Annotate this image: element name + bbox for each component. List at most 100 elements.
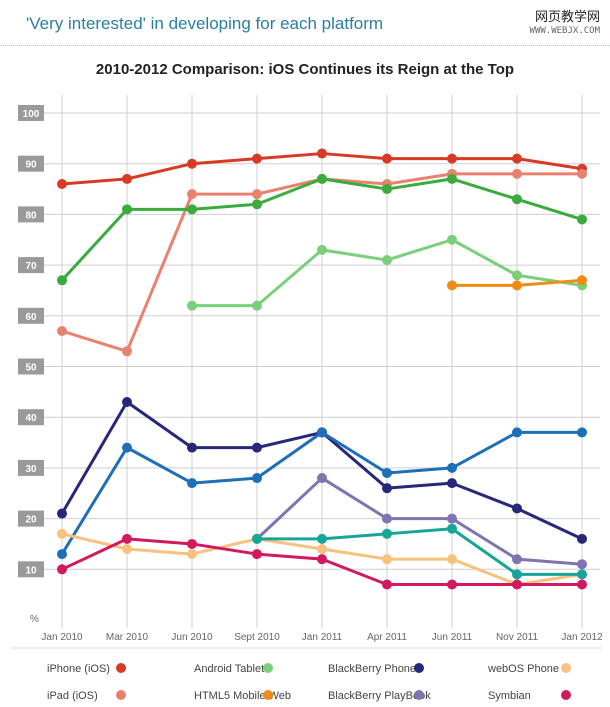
series-blackberry-playbook: [252, 473, 587, 570]
legend-item: iPhone (iOS): [47, 663, 126, 675]
legend-swatch: [116, 663, 126, 673]
data-point: [382, 554, 392, 565]
series-windows-phone: [57, 427, 587, 560]
legend-swatch: [263, 663, 273, 673]
data-point: [122, 346, 132, 357]
y-tick-label: 70: [25, 261, 37, 272]
data-point: [252, 549, 262, 560]
legend-item: BlackBerry PlayBook: [328, 690, 431, 702]
data-point: [187, 300, 197, 311]
x-axis-ticks: Jan 2010 Mar 2010 Jun 2010 Sept 2010 Jan 201…: [41, 632, 603, 643]
legend-item: HTML5 Mobile Web: [194, 690, 291, 702]
y-tick-box: [18, 409, 44, 426]
data-point: [577, 533, 587, 544]
data-point: [57, 564, 67, 575]
series-html5-mobile-web: [447, 275, 587, 291]
y-tick-box: [18, 155, 44, 172]
data-point: [382, 467, 392, 478]
x-tick-label: Jan 2011: [302, 632, 343, 643]
data-point: [577, 559, 587, 570]
data-point: [187, 189, 197, 200]
header-divider: [0, 45, 610, 46]
y-tick-label: 10: [25, 565, 37, 576]
data-point: [447, 173, 457, 184]
data-point: [512, 427, 522, 438]
data-point: [447, 234, 457, 245]
x-tick-label: Mar 2010: [106, 632, 149, 643]
data-point: [447, 280, 457, 291]
data-point: [447, 554, 457, 565]
data-point: [577, 579, 587, 590]
data-point: [447, 513, 457, 524]
data-point: [382, 528, 392, 539]
y-tick-label: 50: [25, 363, 37, 374]
legend-swatch: [561, 663, 571, 673]
series-android-phone: [57, 173, 587, 286]
data-point: [382, 153, 392, 164]
legend-item: Android Tablet: [194, 663, 273, 675]
data-point: [187, 204, 197, 215]
legend-label: Symbian: [488, 690, 531, 702]
data-point: [122, 396, 132, 407]
y-tick-box: [18, 459, 44, 476]
data-point: [57, 326, 67, 337]
data-point: [252, 300, 262, 311]
data-point: [577, 275, 587, 286]
data-point: [382, 579, 392, 590]
y-axis-label: %: [30, 614, 39, 625]
legend-label: BlackBerry PlayBook: [328, 690, 431, 702]
legend-label: webOS Phone: [487, 663, 559, 675]
legend-swatch: [263, 690, 273, 700]
data-point: [577, 214, 587, 225]
y-tick-box: [18, 510, 44, 527]
x-tick-label: Jan 2010: [41, 632, 83, 643]
data-point: [252, 199, 262, 210]
data-point: [512, 554, 522, 565]
data-point: [187, 549, 197, 560]
legend-label: iPhone (iOS): [47, 663, 110, 675]
data-point: [447, 523, 457, 534]
data-point: [122, 442, 132, 453]
series-line: [255, 476, 583, 566]
data-point: [382, 483, 392, 494]
data-point: [512, 280, 522, 291]
page-header-title: 'Very interested' in developing for each…: [26, 14, 384, 33]
data-point: [252, 473, 262, 484]
legend-label: Android Tablet: [194, 663, 264, 675]
watermark-url: WWW.WEBJX.COM: [529, 26, 600, 36]
y-tick-label: 20: [25, 515, 37, 526]
y-tick-box: [18, 358, 44, 375]
data-point: [512, 579, 522, 590]
data-point: [317, 148, 327, 159]
x-tick-label: Jan 2012: [561, 632, 603, 643]
data-point: [512, 270, 522, 281]
legend-swatch: [561, 690, 571, 700]
data-point: [382, 255, 392, 266]
data-point: [187, 442, 197, 453]
legend-item: BlackBerry Phone: [328, 663, 424, 675]
data-point: [512, 153, 522, 164]
x-tick-label: Jun 2011: [432, 632, 473, 643]
x-tick-label: Nov 2011: [496, 632, 539, 643]
data-point: [57, 549, 67, 560]
data-point: [317, 554, 327, 565]
data-point: [57, 528, 67, 539]
y-tick-label: 80: [25, 210, 37, 221]
data-point: [317, 427, 327, 438]
series-webos-tablet: [252, 523, 587, 580]
watermark-text: 网页教学网: [534, 9, 600, 24]
data-point: [252, 189, 262, 200]
y-tick-box: [18, 105, 44, 121]
data-point: [317, 544, 327, 555]
data-point: [512, 503, 522, 514]
data-point: [187, 478, 197, 489]
data-point: [122, 544, 132, 555]
data-point: [57, 508, 67, 519]
series-line: [257, 527, 582, 576]
legend-label: BlackBerry Phone: [328, 663, 416, 675]
series-layer: [57, 148, 587, 590]
y-tick-box: [18, 206, 44, 223]
legend-label: iPad (iOS): [47, 690, 98, 702]
x-tick-label: Sept 2010: [234, 632, 280, 643]
